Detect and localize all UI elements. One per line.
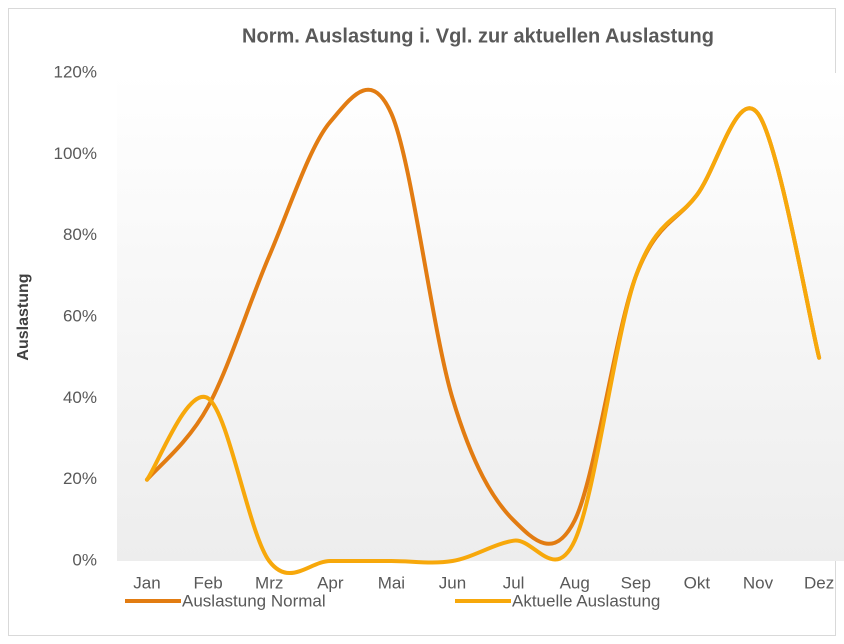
y-tick-label: 20% [63, 469, 97, 488]
x-tick-label: Apr [317, 573, 344, 592]
x-tick-label: Mrz [255, 573, 283, 592]
x-tick-label: Jul [503, 573, 525, 592]
x-tick-label: Okt [684, 573, 711, 592]
y-tick-label: 40% [63, 388, 97, 407]
x-tick-label: Mai [378, 573, 405, 592]
x-tick-label: Dez [804, 573, 834, 592]
x-tick-label: Jan [133, 573, 160, 592]
legend-label: Auslastung Normal [182, 591, 326, 610]
x-tick-label: Nov [743, 573, 774, 592]
y-tick-label: 120% [54, 62, 97, 81]
x-tick-label: Feb [193, 573, 222, 592]
series-line [145, 106, 822, 575]
y-tick-label: 80% [63, 225, 97, 244]
x-tick-label: Aug [560, 573, 590, 592]
y-axis-label: Auslastung [15, 273, 32, 360]
y-tick-label: 60% [63, 306, 97, 325]
y-tick-label: 0% [72, 550, 97, 569]
plot-area [117, 73, 844, 561]
y-tick-label: 100% [54, 144, 97, 163]
chart-title: Norm. Auslastung i. Vgl. zur aktuellen A… [242, 25, 714, 47]
x-tick-label: Sep [621, 573, 651, 592]
legend-label: Aktuelle Auslastung [512, 591, 660, 610]
x-tick-label: Jun [439, 573, 466, 592]
